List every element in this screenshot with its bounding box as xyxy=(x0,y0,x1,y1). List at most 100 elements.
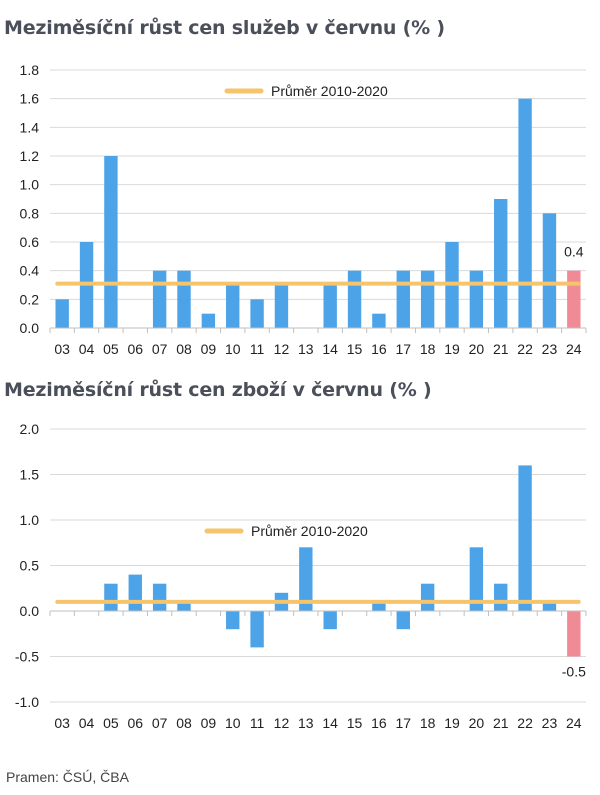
x-tick-label: 22 xyxy=(517,715,533,731)
data-label: -0.5 xyxy=(562,664,586,680)
x-tick-label: 12 xyxy=(274,341,290,357)
x-tick-label: 07 xyxy=(152,341,168,357)
x-tick-label: 09 xyxy=(201,715,217,731)
bar xyxy=(372,601,386,611)
x-tick-label: 14 xyxy=(322,341,338,357)
x-tick-label: 05 xyxy=(103,341,119,357)
bar xyxy=(226,611,240,630)
y-tick-label: 1.8 xyxy=(20,62,40,78)
x-tick-label: 03 xyxy=(54,341,70,357)
x-tick-label: 10 xyxy=(225,715,241,731)
bar xyxy=(152,270,167,328)
x-tick-label: 04 xyxy=(79,341,95,357)
x-tick-label: 24 xyxy=(566,715,582,731)
bar xyxy=(372,313,386,328)
x-tick-label: 21 xyxy=(493,715,509,731)
y-tick-label: 0.4 xyxy=(20,263,40,279)
bar xyxy=(226,285,240,328)
y-tick-label: -1.0 xyxy=(15,694,39,710)
x-tick-label: 18 xyxy=(420,341,436,357)
y-tick-label: 0.8 xyxy=(20,205,40,221)
bar xyxy=(323,611,337,630)
x-tick-label: 19 xyxy=(444,341,460,357)
x-tick-label: 16 xyxy=(371,341,387,357)
bar xyxy=(347,270,362,328)
y-tick-label: 1.5 xyxy=(20,467,40,483)
x-tick-label: 17 xyxy=(395,715,411,731)
bar xyxy=(542,601,557,611)
y-tick-label: 0.0 xyxy=(20,603,40,619)
x-tick-label: 06 xyxy=(127,341,143,357)
bar xyxy=(201,313,216,328)
x-tick-label: 10 xyxy=(225,341,241,357)
x-tick-label: 08 xyxy=(176,715,192,731)
y-tick-label: 0.5 xyxy=(20,558,40,574)
y-tick-label: 1.0 xyxy=(20,177,40,193)
data-label: 0.4 xyxy=(564,244,584,260)
y-tick-label: 1.6 xyxy=(20,91,40,107)
bar xyxy=(250,611,264,648)
goods-chart: -1.0 -0.5 0.0 0.5 1.0 1.5 2.0 03 04 05 06 07 08 09 10 1… xyxy=(15,421,587,731)
bar xyxy=(518,465,532,611)
bar xyxy=(299,547,313,611)
y-tick-label: -0.5 xyxy=(15,649,39,665)
x-tick-label: 22 xyxy=(517,341,533,357)
x-tick-label: 05 xyxy=(103,715,119,731)
bar xyxy=(55,299,69,328)
bar xyxy=(469,547,484,611)
bar xyxy=(396,611,410,630)
legend-label: Průměr 2010-2020 xyxy=(251,523,368,539)
bar xyxy=(177,601,191,611)
x-tick-label: 19 xyxy=(444,715,460,731)
x-tick-label: 11 xyxy=(250,341,265,357)
bar xyxy=(128,574,142,611)
x-tick-label: 12 xyxy=(274,715,290,731)
bar xyxy=(494,583,508,611)
x-tick-label: 13 xyxy=(298,715,314,731)
x-tick-label: 03 xyxy=(54,715,70,731)
x-tick-label: 13 xyxy=(298,341,314,357)
bar-highlight xyxy=(567,611,581,657)
x-tick-label: 23 xyxy=(542,715,558,731)
bar xyxy=(420,583,435,611)
bar-highlight xyxy=(567,270,581,328)
x-tick-label: 07 xyxy=(152,715,168,731)
bar xyxy=(469,270,484,328)
x-tick-label: 24 xyxy=(566,341,582,357)
bar xyxy=(152,583,167,611)
bar xyxy=(396,270,410,328)
legend-label: Průměr 2010-2020 xyxy=(271,83,388,99)
chart-title-goods: Meziměsíční růst cen zboží v červnu (% ) xyxy=(4,379,432,401)
y-tick-label: 1.4 xyxy=(20,119,40,135)
x-tick-label: 09 xyxy=(201,341,217,357)
x-tick-label: 17 xyxy=(395,341,411,357)
bar xyxy=(177,270,191,328)
y-tick-label: 0.2 xyxy=(20,291,40,307)
bar xyxy=(104,156,118,328)
x-tick-label: 14 xyxy=(322,715,338,731)
x-tick-label: 21 xyxy=(493,341,509,357)
x-tick-label: 18 xyxy=(420,715,436,731)
x-tick-label: 20 xyxy=(469,341,485,357)
x-tick-label: 06 xyxy=(127,715,143,731)
source-note: Pramen: ČSÚ, ČBA xyxy=(6,769,129,785)
x-tick-label: 04 xyxy=(79,715,95,731)
bar xyxy=(323,285,337,328)
x-tick-label: 08 xyxy=(176,341,192,357)
x-tick-label: 20 xyxy=(469,715,485,731)
x-tick-label: 15 xyxy=(347,715,363,731)
bar xyxy=(420,270,435,328)
services-chart: 0.0 0.2 0.4 0.6 0.8 1.0 1.2 1.4 1.6 1.8 03 04 05 06 07… xyxy=(20,62,587,357)
y-tick-label: 2.0 xyxy=(20,421,40,437)
x-tick-label: 23 xyxy=(542,341,558,357)
bar xyxy=(104,583,118,611)
bar xyxy=(542,213,557,328)
chart-title-services: Meziměsíční růst cen služeb v červnu (% … xyxy=(4,17,445,39)
bar xyxy=(494,199,508,328)
bar xyxy=(274,285,289,328)
bar xyxy=(250,299,264,328)
x-tick-label: 15 xyxy=(347,341,363,357)
y-tick-label: 0.0 xyxy=(20,320,40,336)
x-tick-label: 16 xyxy=(371,715,387,731)
y-tick-label: 0.6 xyxy=(20,234,40,250)
